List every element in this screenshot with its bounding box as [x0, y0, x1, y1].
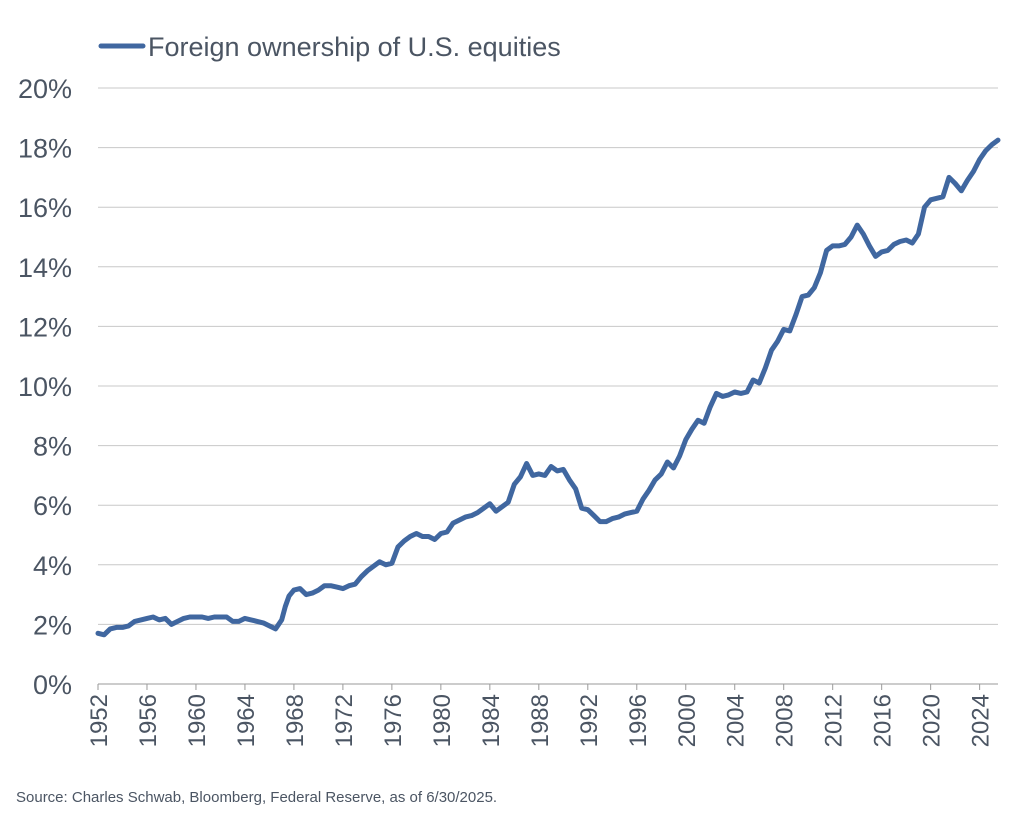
y-axis-tick-labels: 0% 2% 4% 6% 8% 10% 12% 14% 16% 18% 20%	[18, 74, 72, 700]
y-tick-label: 20%	[18, 74, 72, 104]
x-tick-label: 1964	[233, 694, 260, 747]
x-tick-label: 1996	[625, 694, 652, 747]
y-tick-label: 6%	[33, 491, 72, 521]
x-tick-label: 1952	[86, 694, 113, 747]
x-tick-label: 2020	[919, 694, 946, 747]
x-tick-label: 2004	[723, 694, 750, 747]
x-tick-label: 1960	[184, 694, 211, 747]
x-axis-tick-labels: 1952 1956 1960 1964 1968 1972 1976 1980 1984 1988…	[86, 684, 995, 747]
y-tick-label: 16%	[18, 193, 72, 223]
y-tick-label: 2%	[33, 610, 72, 640]
y-tick-label: 0%	[33, 670, 72, 700]
x-tick-label: 2000	[674, 694, 701, 747]
x-tick-label: 1968	[282, 694, 309, 747]
x-tick-label: 1980	[429, 694, 456, 747]
source-note: Source: Charles Schwab, Bloomberg, Feder…	[16, 789, 498, 806]
x-tick-label: 2012	[821, 694, 848, 747]
x-tick-label: 1972	[331, 694, 358, 747]
x-tick-label: 1976	[380, 694, 407, 747]
x-tick-label: 2024	[968, 694, 995, 747]
x-tick-label: 2016	[870, 694, 897, 747]
legend-label: Foreign ownership of U.S. equities	[148, 32, 561, 62]
series-group	[95, 137, 1001, 638]
y-tick-label: 10%	[18, 372, 72, 402]
legend: Foreign ownership of U.S. equities	[98, 32, 561, 62]
y-tick-label: 12%	[18, 312, 72, 342]
y-tick-label: 8%	[33, 432, 72, 462]
y-tick-label: 14%	[18, 253, 72, 283]
grid-lines	[98, 87, 998, 685]
x-tick-label: 1956	[135, 694, 162, 747]
y-tick-label: 18%	[18, 134, 72, 164]
series-line	[95, 137, 1001, 638]
x-tick-label: 1984	[478, 694, 505, 747]
x-tick-label: 1992	[576, 694, 603, 747]
y-tick-label: 4%	[33, 551, 72, 581]
x-tick-label: 2008	[772, 694, 799, 747]
x-tick-label: 1988	[527, 694, 554, 747]
